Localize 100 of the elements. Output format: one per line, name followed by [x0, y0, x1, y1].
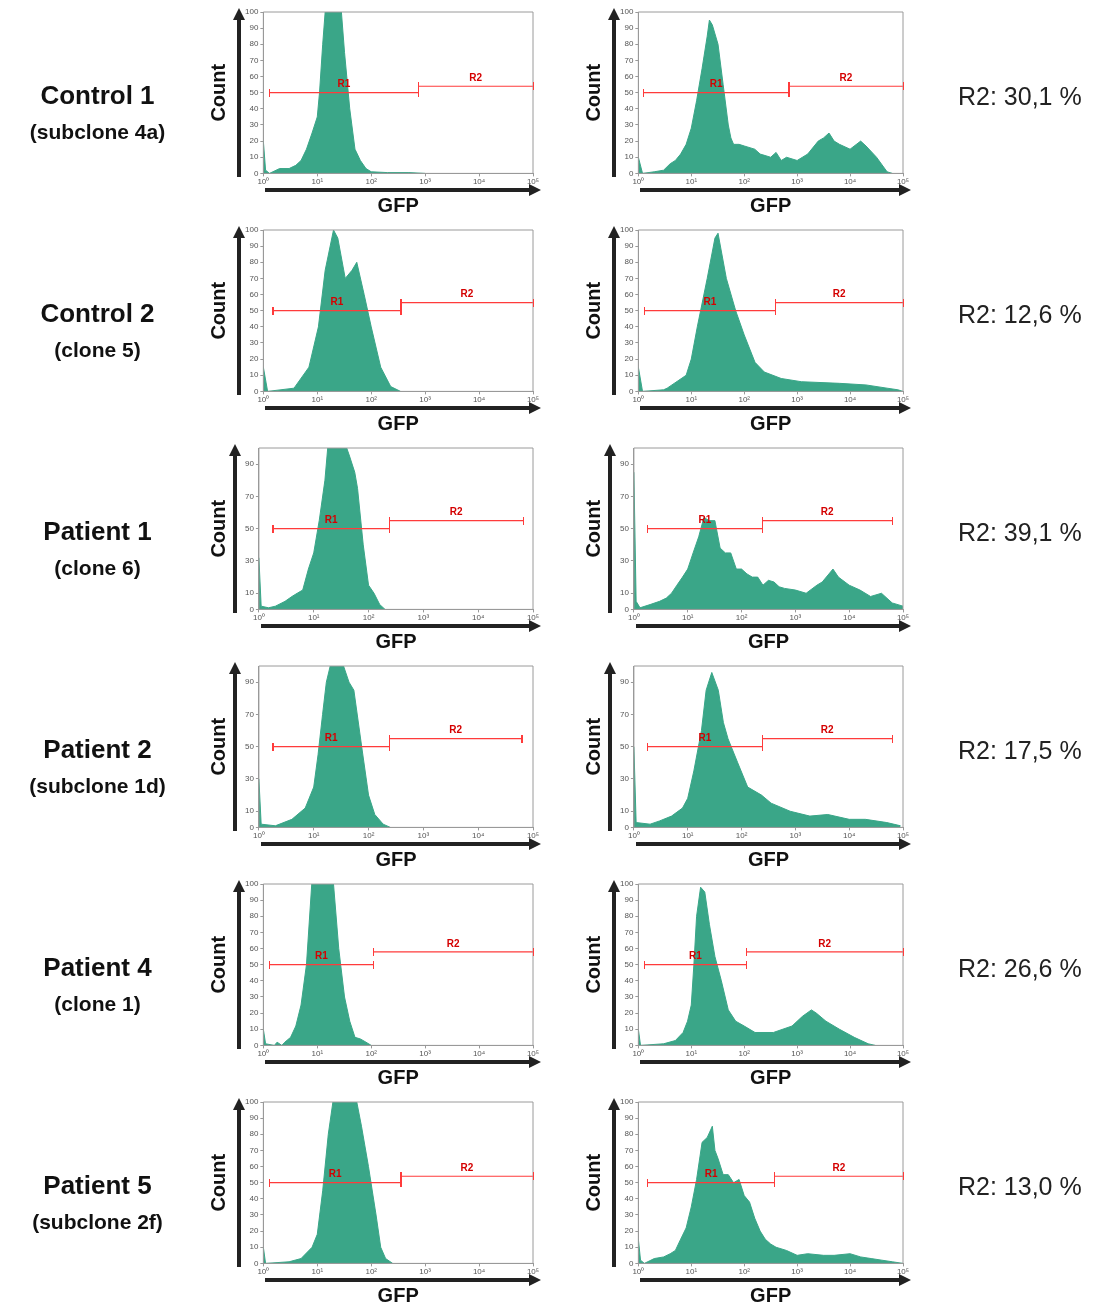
x-tick-label: 10³ [419, 395, 432, 405]
text: Control 1 [39, 80, 156, 111]
x-tick-label: 10¹ [685, 395, 698, 405]
x-tick-label: 10⁵ [896, 831, 910, 841]
x-tick-label: 10¹ [685, 1049, 698, 1059]
x-tick-label: 10⁰ [257, 395, 270, 405]
y-tick-label: 50 [249, 1177, 259, 1187]
y-tick-label: 80 [624, 257, 634, 267]
y-tick-label: 70 [619, 491, 630, 501]
text: (clone 5) [53, 338, 142, 362]
y-tick-label: 70 [244, 491, 255, 501]
y-tick-label: 20 [624, 136, 634, 146]
x-tick-label: 10⁴ [472, 613, 485, 623]
x-tick-label: 10¹ [307, 613, 320, 623]
series-label: R2 [818, 937, 832, 949]
y-tick-label: 60 [249, 71, 259, 81]
y-tick-label: 10 [244, 588, 255, 598]
x-tick-label: 10¹ [685, 177, 698, 187]
y-tick-label: 100 [619, 225, 634, 235]
y-tick-label: 70 [619, 709, 630, 719]
series-label: R1 [709, 78, 724, 90]
y-tick-label: 30 [244, 556, 255, 566]
y-tick-label: 40 [249, 104, 259, 114]
x-tick-label: 10⁴ [472, 1267, 486, 1277]
y-tick-label: 20 [249, 354, 259, 364]
y-tick-label: 0 [628, 168, 634, 178]
y-tick-label: 90 [619, 677, 630, 687]
text: (subclone 1d) [28, 774, 167, 798]
x-tick-label: 10⁵ [526, 1049, 540, 1059]
x-tick-label: 10⁴ [843, 177, 857, 187]
y-tick-label: 70 [624, 1145, 634, 1155]
x-axis-title: GFP [750, 1065, 792, 1088]
series-label: R1 [324, 732, 338, 744]
series-label: R2 [469, 71, 483, 83]
text: (clone 6) [53, 556, 142, 580]
y-tick-label: 40 [624, 1194, 634, 1204]
x-axis-title: GFP [747, 629, 790, 652]
x-axis-title: GFP [747, 847, 790, 870]
y-tick-label: 90 [624, 23, 634, 33]
x-tick-label: 10¹ [685, 1267, 698, 1277]
y-tick-label: 20 [249, 1226, 259, 1236]
x-axis-title: GFP [750, 193, 792, 216]
series-label: R2 [820, 506, 834, 518]
x-tick-label: 10⁵ [526, 613, 540, 623]
y-tick-label: 60 [249, 289, 259, 299]
y-tick-label: 30 [624, 120, 634, 130]
text: R2: 26,6 % [958, 954, 1082, 983]
x-tick-label: 10⁰ [632, 1267, 645, 1277]
y-tick-label: 60 [624, 1161, 634, 1171]
x-tick-label: 10¹ [681, 831, 694, 841]
x-tick-label: 10² [738, 1267, 751, 1277]
y-tick-label: 80 [624, 39, 634, 49]
y-tick-label: 0 [624, 822, 630, 832]
text: R2: 30,1 % [958, 82, 1082, 111]
y-tick-label: 100 [619, 7, 634, 17]
y-tick-label: 60 [624, 71, 634, 81]
y-axis-title: Count [206, 281, 229, 340]
y-tick-label: 50 [624, 1177, 634, 1187]
x-tick-label: 10⁵ [896, 177, 910, 187]
text: R2: 17,5 % [958, 736, 1082, 765]
y-tick-label: 10 [619, 806, 630, 816]
series-label: R1 [328, 1168, 343, 1180]
y-tick-label: 10 [249, 370, 259, 380]
x-tick-label: 10³ [419, 177, 432, 187]
y-axis-title: Count [206, 63, 229, 122]
x-tick-label: 10² [735, 613, 748, 623]
y-tick-label: 90 [624, 895, 634, 905]
x-tick-label: 10⁴ [472, 177, 486, 187]
x-tick-label: 10⁵ [526, 395, 540, 405]
y-tick-label: 90 [249, 895, 259, 905]
y-tick-label: 50 [619, 523, 630, 533]
y-tick-label: 70 [249, 273, 259, 283]
y-tick-label: 60 [624, 943, 634, 953]
y-tick-label: 70 [249, 1145, 259, 1155]
y-tick-label: 0 [253, 1258, 259, 1268]
y-tick-label: 20 [624, 1008, 634, 1018]
x-tick-label: 10² [738, 177, 751, 187]
x-tick-label: 10⁵ [896, 1049, 910, 1059]
y-tick-label: 10 [249, 1242, 259, 1252]
x-tick-label: 10⁰ [632, 395, 645, 405]
y-tick-label: 0 [628, 1040, 634, 1050]
y-axis-title: Count [206, 935, 229, 994]
x-tick-label: 10³ [789, 831, 802, 841]
y-axis-title: Count [581, 499, 604, 558]
x-tick-label: 10⁴ [843, 831, 856, 841]
y-axis-title: Count [581, 281, 604, 340]
series-label: R1 [315, 950, 329, 962]
y-tick-label: 90 [249, 23, 259, 33]
y-tick-label: 90 [619, 459, 630, 469]
y-tick-label: 40 [249, 976, 259, 986]
y-tick-label: 0 [253, 386, 259, 396]
y-tick-label: 10 [249, 152, 259, 162]
x-tick-label: 10⁰ [252, 831, 265, 841]
y-tick-label: 100 [619, 1097, 634, 1107]
y-tick-label: 0 [624, 604, 630, 614]
y-tick-label: 30 [249, 1210, 259, 1220]
y-tick-label: 10 [249, 1024, 259, 1034]
y-tick-label: 30 [244, 774, 255, 784]
x-tick-label: 10³ [789, 613, 802, 623]
y-tick-label: 90 [624, 241, 634, 251]
